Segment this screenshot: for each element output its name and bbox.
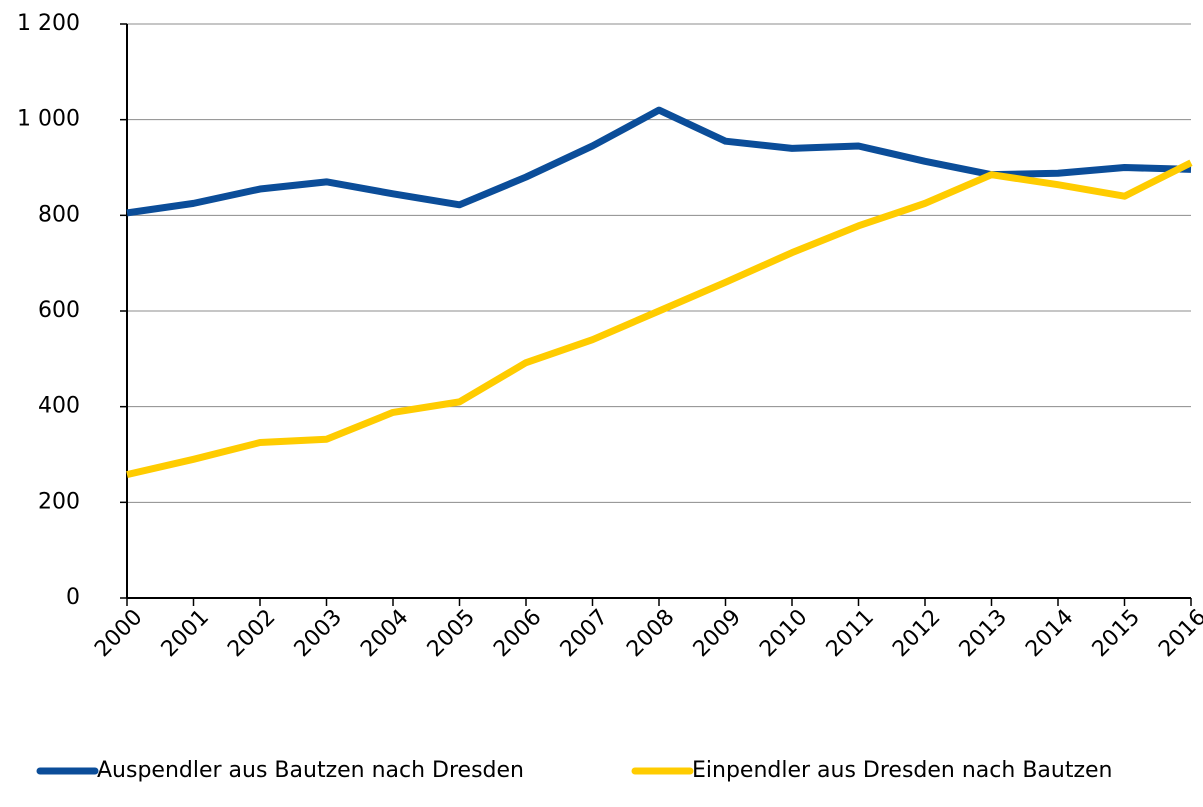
- x-tick-label: 2016: [1154, 605, 1203, 662]
- y-tick-label: 1 200: [17, 11, 80, 36]
- x-tick-label: 2006: [489, 605, 546, 662]
- x-tick-label: 2014: [1021, 605, 1078, 662]
- x-tick-label: 2008: [622, 605, 679, 662]
- x-tick-label: 2000: [90, 605, 147, 662]
- legend-label: Auspendler aus Bautzen nach Dresden: [97, 758, 524, 783]
- x-tick-label: 2013: [955, 605, 1012, 662]
- y-tick-label: 200: [38, 489, 80, 514]
- y-tick-label: 800: [38, 202, 80, 227]
- x-tick-label: 2005: [423, 605, 480, 662]
- series-line: [126, 106, 1192, 217]
- x-tick-label: 2010: [755, 605, 812, 662]
- x-tick-label: 2009: [689, 605, 746, 662]
- x-tick-label: 2011: [822, 605, 879, 662]
- x-tick-label: 2003: [290, 605, 347, 662]
- series-line: [126, 159, 1193, 479]
- legend-label: Einpendler aus Dresden nach Bautzen: [692, 758, 1113, 783]
- y-tick-label: 1 000: [17, 107, 80, 132]
- x-tick-label: 2015: [1088, 605, 1145, 662]
- y-tick-label: 400: [38, 394, 80, 419]
- x-tick-label: 2012: [888, 605, 945, 662]
- x-tick-label: 2004: [356, 605, 413, 662]
- x-tick-label: 2001: [157, 605, 214, 662]
- x-tick-label: 2002: [223, 605, 280, 662]
- y-tick-label: 0: [66, 585, 80, 610]
- x-tick-label: 2007: [556, 605, 613, 662]
- y-tick-label: 600: [38, 298, 80, 323]
